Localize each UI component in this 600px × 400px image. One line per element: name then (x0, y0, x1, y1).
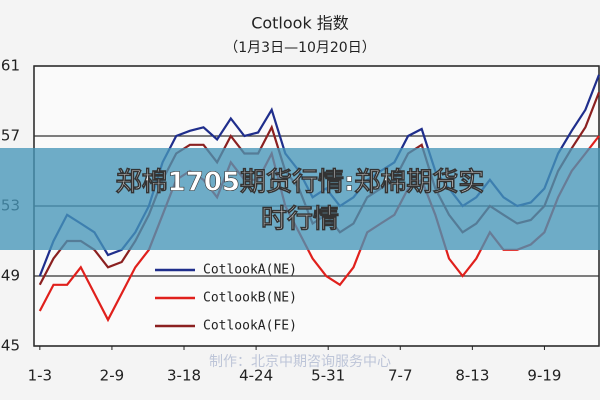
banner-text: 郑棉1705期货行情:郑棉期货实 (116, 167, 485, 198)
x-tick-label: 4-24 (239, 367, 273, 385)
watermark: 制作：北京中期咨询服务中心 (209, 354, 391, 370)
x-tick-label: 5-31 (311, 367, 345, 385)
legend-label: CotlookA(FE) (203, 319, 297, 334)
axis: 45495357611-32-93-184-245-317-78-139-19 (1, 57, 562, 385)
chart-title: Cotlook 指数 (251, 14, 349, 33)
legend-label: CotlookA(NE) (203, 263, 297, 278)
legend: CotlookA(NE) CotlookB(NE) CotlookA(FE) (155, 263, 297, 334)
x-tick-label: 8-13 (455, 367, 489, 385)
y-tick-label: 49 (1, 267, 20, 285)
banner (0, 148, 600, 250)
legend-label: CotlookB(NE) (203, 291, 297, 306)
x-tick-label: 9-19 (527, 367, 561, 385)
x-tick-label: 2-9 (100, 367, 125, 385)
y-tick-label: 57 (1, 127, 20, 145)
banner-text: 时行情 (261, 204, 339, 235)
y-tick-label: 61 (1, 57, 20, 75)
x-tick-label: 3-18 (167, 367, 201, 385)
y-tick-label: 45 (1, 337, 20, 355)
x-tick-label: 1-3 (28, 367, 53, 385)
x-tick-label: 7-7 (388, 367, 413, 385)
chart-subtitle: （1月3日—10月20日） (224, 40, 375, 56)
